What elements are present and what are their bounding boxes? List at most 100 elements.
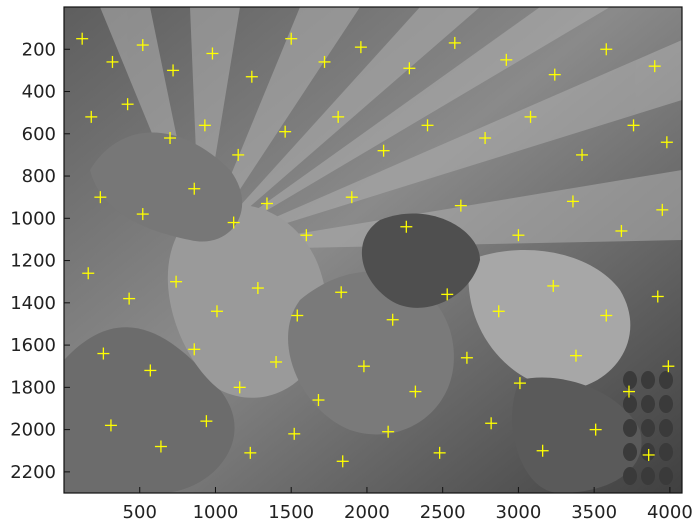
keypoint-marker: [622, 385, 635, 398]
x-tick-label: 2500: [420, 502, 466, 523]
x-tick-label: 3000: [496, 502, 542, 523]
keypoint-marker: [106, 55, 119, 68]
keypoint-markers: [76, 32, 675, 468]
keypoint-marker: [454, 199, 467, 212]
keypoint-marker: [233, 381, 246, 394]
keypoint-marker: [513, 377, 526, 390]
keypoint-marker: [576, 148, 589, 161]
keypoint-marker: [648, 60, 661, 73]
keypoint-marker: [85, 110, 98, 123]
y-axis: 200 400 600 800 1000 1200 1400 1600 1800 2000 2200: [10, 39, 70, 483]
keypoint-marker: [403, 62, 416, 75]
keypoint-marker: [300, 229, 313, 242]
keypoint-marker: [662, 360, 675, 373]
y-tick-label: 2200: [10, 462, 56, 483]
plot-frame: [63, 6, 683, 494]
keypoint-marker: [136, 39, 149, 52]
keypoint-marker: [441, 288, 454, 301]
keypoint-marker: [332, 110, 345, 123]
keypoint-marker: [548, 68, 561, 81]
keypoint-marker: [409, 385, 422, 398]
y-tick-label: 600: [22, 124, 56, 145]
x-tick-label: 1000: [193, 502, 239, 523]
keypoint-marker: [288, 427, 301, 440]
keypoint-marker: [500, 53, 513, 66]
x-axis: 500 1000 1500 2000 2500 3000 3500 4000: [123, 487, 693, 523]
keypoint-marker: [512, 229, 525, 242]
keypoint-marker: [377, 144, 390, 157]
keypoint-marker: [345, 191, 358, 204]
keypoint-marker: [206, 47, 219, 60]
keypoint-marker: [170, 275, 183, 288]
mural-photo: [64, 7, 682, 493]
y-tick-label: 1400: [10, 293, 56, 314]
y-tick-label: 2000: [10, 420, 56, 441]
keypoint-marker: [188, 182, 201, 195]
keypoint-marker: [479, 132, 492, 145]
keypoint-marker: [227, 216, 240, 229]
keypoint-marker: [382, 425, 395, 438]
keypoint-marker: [589, 423, 602, 436]
keypoint-marker: [335, 286, 348, 299]
keypoint-marker: [136, 208, 149, 221]
keypoint-marker: [660, 136, 673, 149]
keypoint-marker: [627, 119, 640, 132]
keypoint-marker: [485, 417, 498, 430]
keypoint-marker: [536, 444, 549, 457]
x-tick-label: 2000: [344, 502, 390, 523]
keypoint-marker: [285, 32, 298, 45]
keypoint-marker: [167, 64, 180, 77]
y-tick-label: 1000: [10, 208, 56, 229]
keypoint-marker: [524, 110, 537, 123]
keypoint-marker: [164, 132, 177, 145]
keypoint-marker: [460, 351, 473, 364]
keypoint-marker: [566, 195, 579, 208]
keypoint-marker: [104, 419, 117, 432]
keypoint-marker: [232, 148, 245, 161]
keypoint-marker: [386, 313, 399, 326]
keypoint-marker: [251, 282, 264, 295]
keypoint-marker: [260, 197, 273, 210]
keypoint-marker: [279, 125, 292, 138]
keypoint-marker: [94, 191, 107, 204]
keypoint-marker: [651, 290, 664, 303]
x-tick-label: 3500: [571, 502, 617, 523]
dots-pattern: [623, 371, 673, 485]
keypoint-marker: [97, 347, 110, 360]
keypoint-marker: [291, 309, 304, 322]
keypoint-marker: [421, 119, 434, 132]
keypoint-marker: [312, 394, 325, 407]
x-tick-label: 1500: [268, 502, 314, 523]
keypoint-marker: [270, 355, 283, 368]
y-tick-label: 800: [22, 166, 56, 187]
keypoint-marker: [76, 32, 89, 45]
keypoint-marker: [448, 36, 461, 49]
y-tick-label: 200: [22, 39, 56, 60]
keypoint-marker: [82, 267, 95, 280]
keypoint-marker: [600, 43, 613, 56]
mural-shapes: [64, 132, 673, 493]
x-tick-label: 500: [123, 502, 157, 523]
keypoint-marker: [244, 446, 257, 459]
keypoint-marker: [154, 440, 167, 453]
keypoint-marker: [547, 279, 560, 292]
keypoint-marker: [569, 349, 582, 362]
keypoint-marker: [433, 446, 446, 459]
keypoint-marker: [318, 55, 331, 68]
y-tick-label: 1600: [10, 335, 56, 356]
keypoint-marker: [656, 203, 669, 216]
keypoint-marker: [188, 343, 201, 356]
keypoint-marker: [200, 415, 213, 428]
x-tick-label: 4000: [647, 502, 693, 523]
keypoint-marker: [336, 455, 349, 468]
keypoint-marker: [642, 448, 655, 461]
keypoint-marker: [615, 224, 628, 237]
keypoint-marker: [210, 305, 223, 318]
keypoint-marker: [354, 41, 367, 54]
y-tick-label: 400: [22, 82, 56, 103]
keypoint-marker: [198, 119, 211, 132]
y-tick-label: 1800: [10, 377, 56, 398]
keypoint-marker: [245, 70, 258, 83]
keypoint-marker: [123, 292, 136, 305]
